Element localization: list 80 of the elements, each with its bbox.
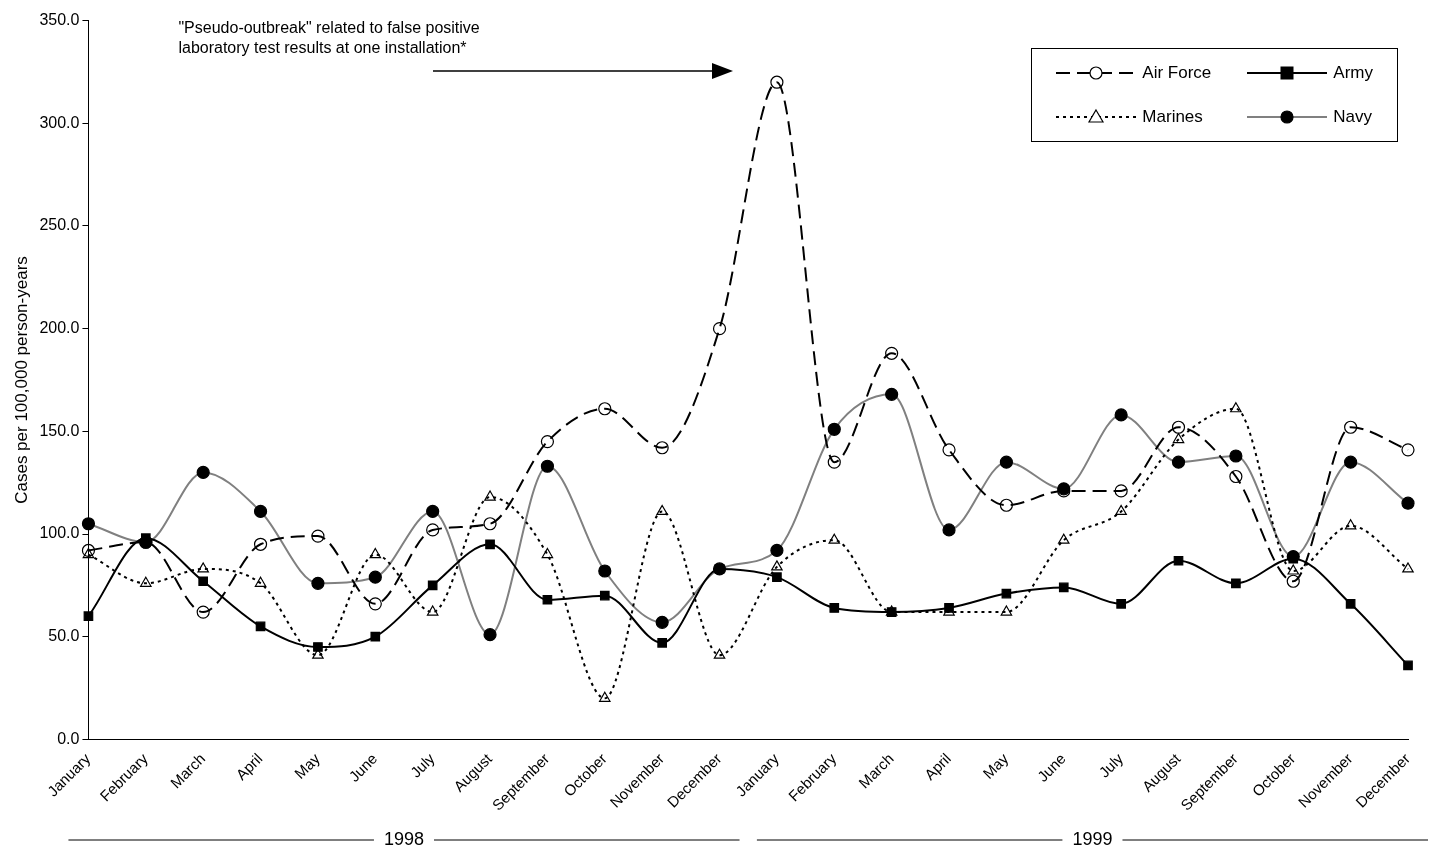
legend-label: Army [1333, 63, 1373, 83]
point [829, 603, 840, 613]
text: 1998 [383, 828, 425, 849]
point [771, 560, 783, 571]
point [368, 597, 382, 611]
y-tick-label: 300.0 [39, 113, 80, 131]
legend-label: Marines [1142, 107, 1203, 127]
point [770, 75, 784, 89]
point [81, 543, 96, 558]
point [1116, 599, 1126, 609]
point [655, 441, 669, 455]
y-axis-title: Cases per 100,000 person-years [11, 256, 31, 504]
x-tick-label: July [1095, 749, 1127, 781]
point [542, 594, 553, 605]
point [541, 547, 554, 559]
y-tick-label: 150.0 [39, 421, 80, 439]
point [369, 547, 382, 559]
point [1286, 574, 1300, 588]
point [1344, 420, 1358, 434]
x-tick-label: May [290, 749, 324, 782]
point [1229, 469, 1243, 484]
point [1114, 484, 1128, 498]
point [253, 537, 268, 551]
point [83, 611, 94, 622]
y-tick-label: 200.0 [39, 319, 80, 337]
point [196, 605, 210, 619]
point [656, 504, 668, 516]
point [1058, 582, 1069, 593]
point [828, 533, 841, 544]
point [1287, 564, 1300, 575]
x-tick-label: May [979, 749, 1012, 782]
point [1231, 578, 1241, 589]
point [598, 402, 612, 416]
point [313, 642, 323, 652]
y-tick-label: 250.0 [39, 216, 80, 234]
text: 1999 [1072, 828, 1113, 849]
point [1173, 555, 1184, 566]
point [370, 631, 381, 642]
point [483, 517, 497, 531]
y-tick-label: 100.0 [39, 524, 80, 542]
point [197, 562, 209, 573]
point [598, 691, 611, 702]
point [484, 490, 496, 501]
y-tick-label: 50.0 [48, 627, 80, 645]
point [427, 580, 438, 591]
point [1403, 660, 1413, 671]
point [599, 590, 610, 601]
legend-label: Navy [1333, 107, 1373, 127]
point [1172, 432, 1185, 444]
y-tick-label: 350.0 [39, 11, 80, 29]
point [485, 539, 495, 550]
point [713, 648, 726, 659]
point [426, 605, 439, 616]
point [1000, 605, 1013, 616]
x-tick-label: July [406, 749, 439, 781]
point [1401, 443, 1415, 457]
point [1345, 599, 1356, 609]
legend-label: Air Force [1142, 63, 1212, 83]
annotation: "Pseudo-outbreak" related to false positive laboratory test results at one installation* [178, 19, 480, 57]
point [712, 322, 727, 336]
point [1230, 402, 1242, 413]
point [82, 547, 95, 559]
point [999, 498, 1013, 512]
point [1057, 533, 1070, 544]
point [1402, 562, 1414, 573]
y-tick-label: 0.0 [57, 729, 80, 747]
point [1344, 519, 1357, 530]
point [772, 572, 782, 582]
point [254, 576, 267, 587]
point [198, 576, 209, 587]
point [540, 435, 555, 449]
point [311, 529, 325, 543]
point [827, 455, 841, 469]
point [426, 523, 440, 537]
point [140, 576, 152, 587]
point [942, 443, 956, 457]
point [657, 638, 667, 648]
point [1171, 420, 1186, 434]
point [1115, 504, 1127, 516]
point [885, 346, 899, 360]
